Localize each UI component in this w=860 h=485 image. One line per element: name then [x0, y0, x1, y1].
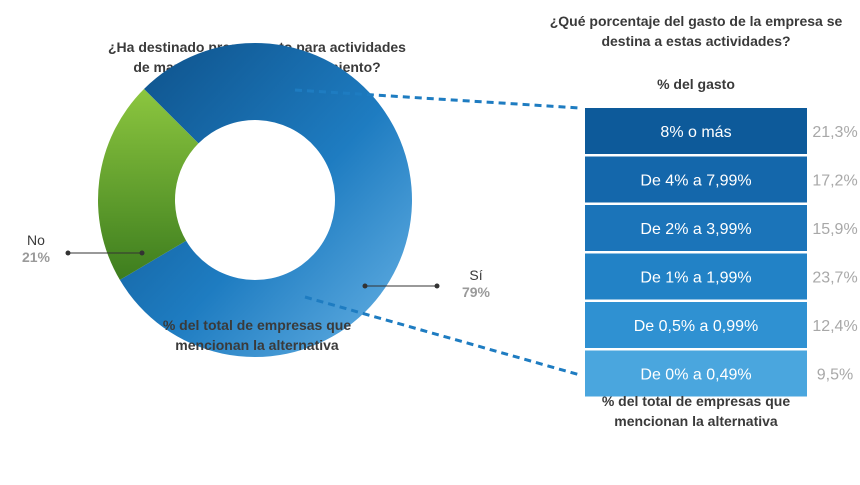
connector-bottom [304, 295, 581, 377]
donut-caption-line-2: mencionan la alternativa [175, 337, 339, 353]
table-caption-line-1: % del total de empresas que [602, 393, 790, 409]
table-row-bg [585, 253, 807, 300]
slice-label-no-group: No 21% [22, 232, 145, 265]
table-row-bg [585, 108, 807, 154]
slice-label-si-group: Sí 79% [362, 267, 491, 300]
slice-pct-no: 21% [22, 249, 51, 265]
percentage-table: 8% o más 21,3% De 4% a 7,99% 17,2% De 2% a 3… [585, 108, 858, 397]
table-row-label: De 0,5% a 0,99% [634, 318, 759, 335]
donut-slice-si [119, 43, 413, 358]
table-row-label: 8% o más [660, 124, 731, 141]
table-row-label: De 0% a 0,49% [640, 367, 751, 384]
table-row-bg [585, 302, 807, 348]
table-row-label: De 4% a 7,99% [640, 173, 751, 190]
leader-dot-no-inner [139, 250, 145, 256]
table-row-bg [585, 350, 807, 397]
table-row-value: 17,2% [812, 173, 857, 190]
leader-dot-si-outer [434, 283, 440, 289]
table-row-label: De 2% a 3,99% [640, 221, 751, 238]
donut-slice-no [98, 88, 199, 280]
donut-chart [98, 43, 413, 358]
table-subheader: % del gasto [657, 76, 735, 92]
leader-dot-no-outer [65, 250, 71, 256]
donut-caption-line-1: % del total de empresas que [163, 317, 351, 333]
table-row-bg [585, 205, 807, 251]
table-row-value: 23,7% [812, 270, 857, 287]
table-row-value: 15,9% [812, 221, 857, 238]
table-row-value: 21,3% [812, 124, 857, 141]
table-row-bg [585, 156, 807, 203]
table-caption-line-2: mencionan la alternativa [614, 413, 778, 429]
table-row-value: 9,5% [817, 367, 853, 384]
table-row-value: 12,4% [812, 318, 857, 335]
table-question-line-2: destina a estas actividades? [601, 33, 790, 49]
slice-pct-si: 79% [462, 284, 491, 300]
slice-label-no: No [27, 232, 45, 248]
leader-dot-si-inner [362, 283, 368, 289]
slice-label-si: Sí [469, 267, 482, 283]
table-row-label: De 1% a 1,99% [640, 270, 751, 287]
table-question-line-1: ¿Qué porcentaje del gasto de la empresa … [550, 13, 843, 29]
